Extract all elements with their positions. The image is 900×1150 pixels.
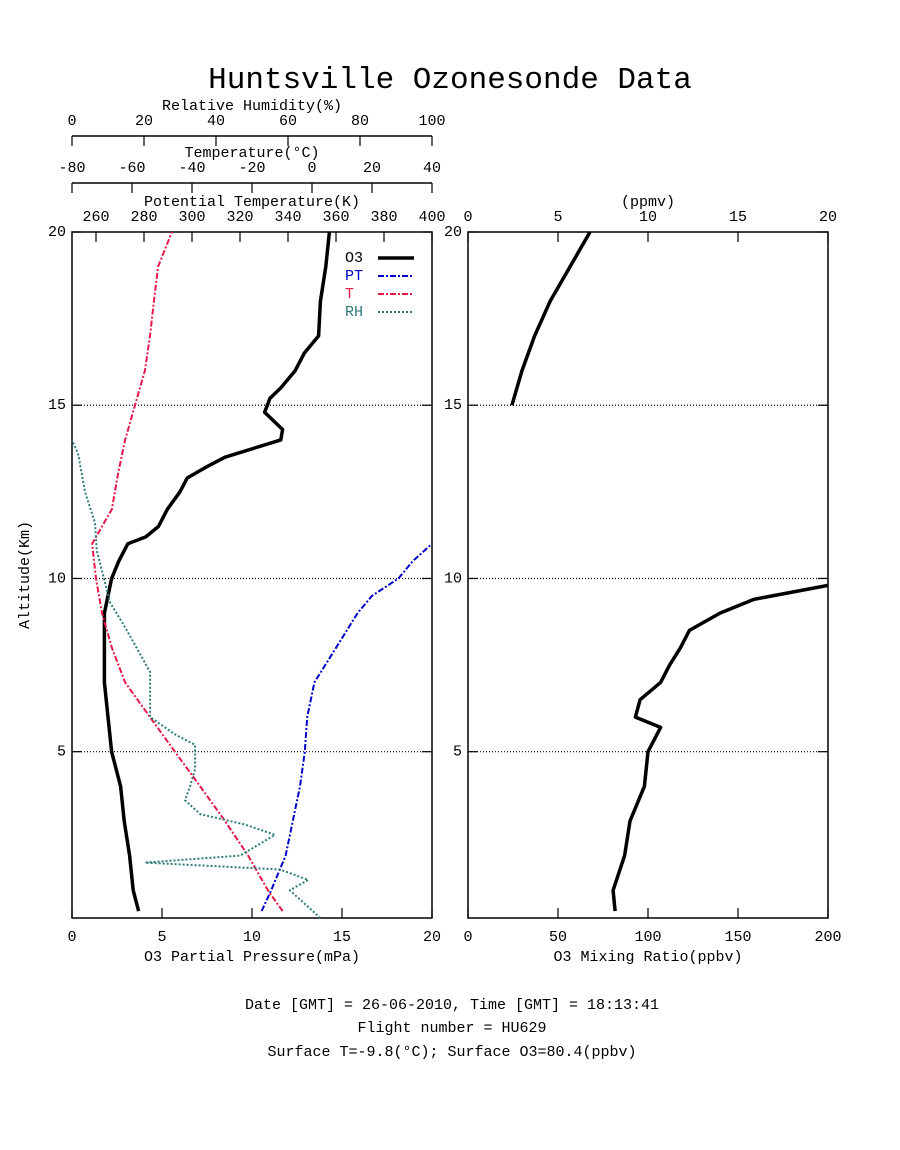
x-tick-label: -60 <box>118 160 145 177</box>
x-tick-label: -40 <box>178 160 205 177</box>
legend-label: O3 <box>345 250 363 267</box>
legend-label: PT <box>345 268 363 285</box>
x-tick-label: 100 <box>634 929 661 946</box>
x-tick-label: 300 <box>178 209 205 226</box>
plot-frame <box>71 231 433 919</box>
x-tick-label: 80 <box>351 113 369 130</box>
y-tick-label: 15 <box>444 397 462 414</box>
x-tick-label: 320 <box>226 209 253 226</box>
x-axis-label: O3 Mixing Ratio(ppbv) <box>553 949 742 966</box>
x-tick-label: 400 <box>418 209 445 226</box>
x-tick-label: 0 <box>67 113 76 130</box>
x-tick-label: 50 <box>549 929 567 946</box>
x-tick-label: 340 <box>274 209 301 226</box>
x-tick-label: 40 <box>207 113 225 130</box>
y-tick-label: 20 <box>444 224 462 241</box>
x-tick-label: 10 <box>639 209 657 226</box>
data-line <box>91 231 284 912</box>
y-tick-label: 20 <box>48 224 66 241</box>
y-tick-label: 5 <box>453 744 462 761</box>
data-line <box>102 231 332 912</box>
x-tick-label: 200 <box>814 929 841 946</box>
y-tick-label: 10 <box>444 570 462 587</box>
y-tick-label: 5 <box>57 744 66 761</box>
x-tick-label: 150 <box>724 929 751 946</box>
x-axis-label: Temperature(°C) <box>184 145 319 162</box>
footer-line: Surface T=-9.8(°C); Surface O3=80.4(ppbv… <box>267 1044 636 1061</box>
x-axis-label: (ppmv) <box>621 194 675 211</box>
chart-title: Huntsville Ozonesonde Data <box>208 63 692 98</box>
x-tick-label: -80 <box>58 160 85 177</box>
x-axis-label: Potential Temperature(K) <box>144 194 360 211</box>
x-tick-label: 360 <box>322 209 349 226</box>
legend-label: T <box>345 286 354 303</box>
x-tick-label: 5 <box>157 929 166 946</box>
x-tick-label: 380 <box>370 209 397 226</box>
x-axis-label: Relative Humidity(%) <box>162 98 342 115</box>
x-tick-label: 280 <box>130 209 157 226</box>
footer-line: Date [GMT] = 26-06-2010, Time [GMT] = 18… <box>245 997 659 1014</box>
x-tick-label: 20 <box>819 209 837 226</box>
x-tick-label: 0 <box>463 209 472 226</box>
x-tick-label: 10 <box>243 929 261 946</box>
data-line <box>71 439 322 919</box>
x-tick-label: -20 <box>238 160 265 177</box>
y-tick-label: 15 <box>48 397 66 414</box>
footer-line: Flight number = HU629 <box>357 1020 546 1037</box>
x-tick-label: 20 <box>423 929 441 946</box>
legend-label: RH <box>345 304 363 321</box>
x-tick-label: 15 <box>729 209 747 226</box>
x-tick-label: 20 <box>363 160 381 177</box>
x-tick-label: 0 <box>67 929 76 946</box>
x-tick-label: 40 <box>423 160 441 177</box>
y-axis-label: Altitude(Km) <box>17 521 34 629</box>
plot-frame <box>467 231 829 919</box>
x-tick-label: 0 <box>463 929 472 946</box>
x-tick-label: 60 <box>279 113 297 130</box>
x-axis-label: O3 Partial Pressure(mPa) <box>144 949 360 966</box>
x-tick-label: 15 <box>333 929 351 946</box>
y-tick-label: 10 <box>48 570 66 587</box>
x-tick-label: 5 <box>553 209 562 226</box>
x-tick-label: 260 <box>82 209 109 226</box>
x-tick-label: 0 <box>307 160 316 177</box>
data-line <box>510 231 829 912</box>
x-tick-label: 20 <box>135 113 153 130</box>
x-tick-label: 100 <box>418 113 445 130</box>
data-line <box>260 543 433 912</box>
